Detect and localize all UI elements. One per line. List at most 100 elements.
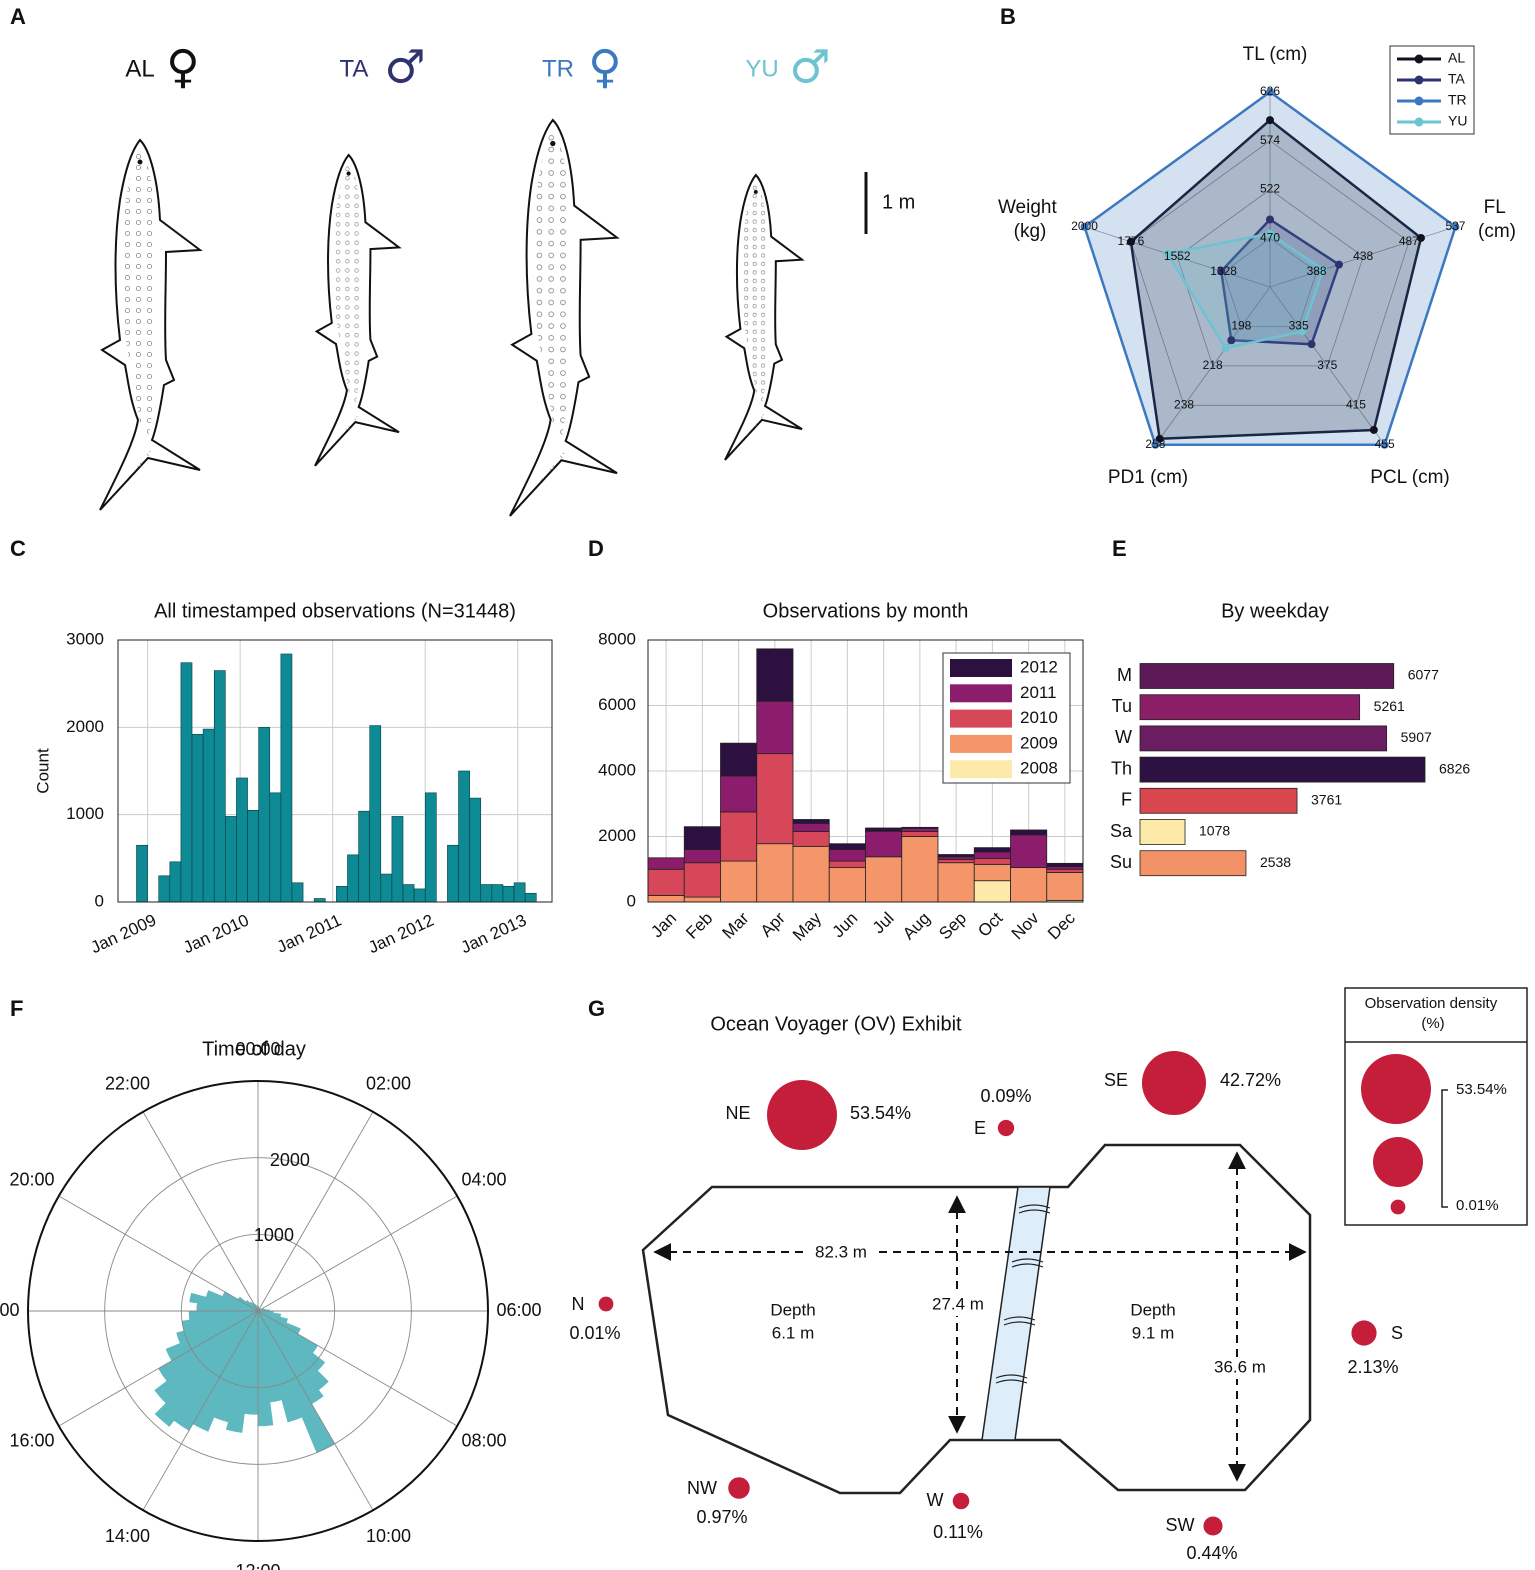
scale-bar-label: 1 m (882, 191, 915, 213)
radar-tick-label: 522 (1260, 182, 1280, 196)
stacked-bar (683, 826, 721, 850)
stacked-bar (756, 700, 794, 755)
histogram-bar (380, 873, 393, 903)
legend-label: AL (1448, 50, 1465, 66)
legend-label: 2008 (1020, 759, 1058, 778)
shark-drawing (724, 174, 803, 461)
stacked-bar (865, 827, 903, 832)
radar-tick-label: 198 (1231, 319, 1251, 333)
y-tick-label: 0 (627, 891, 636, 910)
x-tick-label: Oct (974, 908, 1006, 940)
y-tick-label: 0 (95, 891, 104, 910)
stacked-bar (683, 862, 721, 898)
y-tick-label: W (1115, 727, 1132, 747)
radar-point (1319, 265, 1328, 274)
panel-label: B (1000, 4, 1016, 29)
density-label: 0.97% (696, 1507, 747, 1527)
direction-label: NE (725, 1103, 750, 1123)
theta-tick-label: 18:00 (0, 1300, 20, 1320)
weekday-bar (1139, 787, 1298, 814)
legend-swatch (950, 734, 1012, 753)
theta-tick-label: 08:00 (462, 1430, 507, 1450)
direction-label: NW (687, 1478, 717, 1498)
stacked-bar (828, 867, 866, 903)
radar-point (1217, 267, 1226, 276)
radar-tick-label: 415 (1346, 397, 1366, 411)
histogram-bar (180, 662, 193, 903)
x-tick-label: Sep (935, 909, 970, 944)
chart-title: Time of day (202, 1038, 306, 1060)
histogram-bar (336, 885, 348, 903)
dimension-label: 27.4 m (932, 1294, 984, 1313)
histogram-bar (225, 816, 237, 903)
weekday-bar (1139, 819, 1186, 845)
radar-tick-label: 574 (1260, 133, 1280, 147)
x-tick-label: Dec (1044, 908, 1079, 943)
x-tick-label: Apr (757, 908, 789, 940)
stacked-bar (792, 831, 830, 847)
radar-tick-label: 375 (1317, 358, 1337, 372)
stacked-bar (973, 880, 1011, 903)
zone-label: Depth (770, 1300, 815, 1319)
direction-label: E (974, 1118, 986, 1138)
y-tick-label: M (1117, 665, 1132, 685)
density-label: 0.11% (933, 1522, 983, 1542)
histogram-bar (158, 875, 171, 903)
histogram-bar (458, 770, 470, 903)
legend-swatch (1414, 54, 1424, 64)
direction-label: SE (1104, 1070, 1128, 1090)
panel-label: C (10, 536, 26, 561)
x-tick-label: Jan (647, 909, 680, 942)
panel-label: A (10, 4, 26, 29)
histogram-bar (513, 882, 526, 903)
theta-tick-label: 16:00 (9, 1430, 54, 1450)
panel-label: E (1112, 536, 1127, 561)
shark-drawing (508, 118, 619, 517)
y-tick-label: 8000 (598, 629, 636, 648)
chart-title: Observations by month (763, 600, 969, 622)
radar-point (1080, 222, 1089, 231)
density-bubble (1141, 1050, 1207, 1116)
value-label: 6826 (1439, 760, 1470, 776)
histogram-bar (269, 792, 282, 903)
chart-title: All timestamped observations (N=31448) (154, 600, 516, 622)
radar-tick-label: 1552 (1164, 249, 1191, 263)
theta-tick-label: 06:00 (496, 1300, 541, 1320)
density-bubble (952, 1492, 970, 1510)
stacked-bar (937, 859, 975, 864)
polar-frame (27, 1080, 489, 1542)
direction-label: SW (1166, 1515, 1195, 1535)
polar-spoke (142, 1111, 259, 1312)
stacked-bar (647, 868, 685, 896)
dimension-label: 82.3 m (815, 1242, 867, 1261)
radar-point (1227, 336, 1236, 345)
x-tick-label: Jul (869, 909, 898, 938)
y-tick-label: F (1121, 790, 1132, 810)
legend-label: TR (1448, 92, 1467, 108)
legend-swatch (1414, 75, 1424, 85)
radar-point (1221, 344, 1230, 353)
size-legend-circle (1361, 1054, 1431, 1124)
shark-sex-symbol: ♀ (588, 40, 622, 94)
y-axis-label: Count (33, 748, 52, 794)
stacked-bar (973, 858, 1011, 865)
y-tick-label: Th (1111, 758, 1132, 778)
radar-tick-label: 258 (1145, 437, 1165, 451)
histogram-bar (258, 727, 271, 903)
radar-point (1266, 88, 1274, 96)
stacked-bar (828, 843, 866, 851)
direction-label: S (1391, 1323, 1403, 1343)
legend-label: 2009 (1020, 733, 1058, 752)
shark-name: AL (125, 55, 154, 82)
radar-point (1380, 440, 1389, 449)
panel-label: G (588, 996, 605, 1021)
density-bubble (598, 1296, 614, 1312)
x-tick-label: Jan 2009 (88, 910, 159, 957)
radar-ring (1223, 237, 1318, 327)
chart-title: By weekday (1221, 600, 1329, 622)
density-bubble (728, 1477, 750, 1499)
x-tick-label: Jan 2010 (180, 910, 251, 957)
polar-bar (154, 1310, 259, 1404)
size-legend-label: 0.01% (1456, 1197, 1499, 1214)
